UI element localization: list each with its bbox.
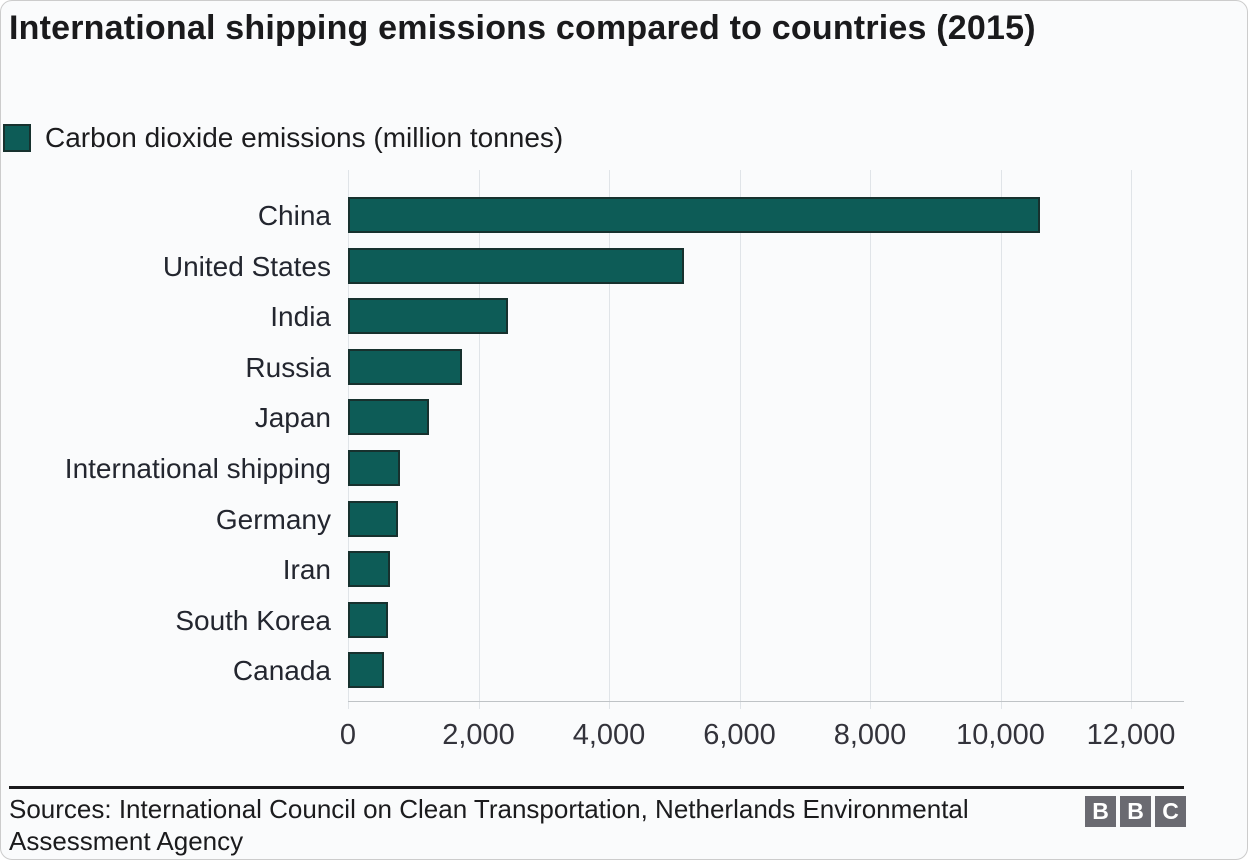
chart-row: China <box>258 197 1131 233</box>
bar <box>348 652 384 689</box>
gridline <box>1131 170 1132 709</box>
category-label: Germany <box>215 503 331 535</box>
chart-row: International shipping <box>65 450 1131 486</box>
category-label: Canada <box>232 655 331 687</box>
category-label: Iran <box>282 554 331 586</box>
x-tick-label: 6,000 <box>703 719 776 751</box>
footer-divider <box>9 786 1184 789</box>
category-label: India <box>270 301 331 333</box>
x-axis-tick-labels: 0 2,000 4,000 6,000 8,000 10,000 12,000 <box>340 719 1175 759</box>
gridline <box>870 170 871 709</box>
bar <box>348 348 462 385</box>
x-axis-line <box>348 701 1184 702</box>
plot-area: China United States India Russia Japan Intern… <box>65 170 1132 709</box>
bar <box>348 450 401 486</box>
category-label: China <box>257 200 331 231</box>
chart-row: Japan <box>255 399 1131 436</box>
chart-row: India <box>270 298 1131 335</box>
legend-label: Carbon dioxide emissions (million tonnes… <box>45 122 564 153</box>
chart-row: South Korea <box>175 601 1131 638</box>
chart-row: United States <box>163 247 1131 284</box>
bbc-logo-letter: B <box>1120 796 1151 827</box>
x-tick-label: 12,000 <box>1086 719 1176 751</box>
legend-swatch-icon <box>3 124 31 152</box>
gridline <box>348 170 349 709</box>
x-tick-label: 8,000 <box>833 719 907 751</box>
chart-row: Iran <box>283 551 1131 588</box>
chart-title: International shipping emissions compare… <box>9 9 1036 47</box>
chart-row: Germany <box>216 500 1131 537</box>
category-label: United States <box>162 250 331 282</box>
category-label: International shipping <box>64 453 331 484</box>
chart-row: Russia <box>245 348 1131 385</box>
bar <box>348 298 508 335</box>
bar <box>348 551 390 588</box>
bar <box>348 601 388 638</box>
bar <box>348 197 1040 233</box>
x-tick-label: 2,000 <box>442 719 515 751</box>
category-label: Japan <box>254 402 331 434</box>
sources-text: Sources: International Council on Clean … <box>9 794 969 856</box>
gridline <box>739 170 741 709</box>
x-tick-label: 10,000 <box>956 719 1045 751</box>
x-tick-label: 0 <box>339 719 357 751</box>
category-label: Russia <box>245 351 331 383</box>
bar <box>348 399 429 436</box>
gridline <box>609 170 610 709</box>
category-label: South Korea <box>175 604 331 636</box>
bar <box>348 500 399 537</box>
gridline <box>1000 170 1002 709</box>
legend: Carbon dioxide emissions (million tonnes… <box>3 122 563 154</box>
bbc-logo-letter: C <box>1155 796 1186 827</box>
bar <box>348 247 684 284</box>
x-tick-label: 4,000 <box>572 719 646 751</box>
gridline <box>478 170 480 709</box>
bbc-logo-letter: B <box>1085 796 1116 827</box>
chart-row: Canada <box>233 652 1131 689</box>
